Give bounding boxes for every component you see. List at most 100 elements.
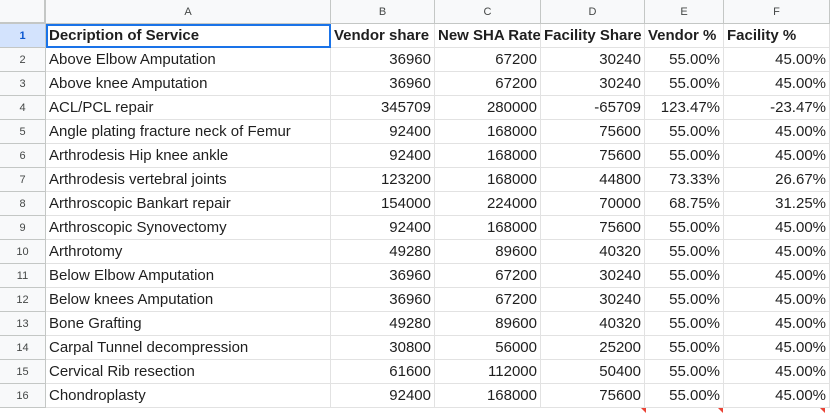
cell-e1[interactable]: Vendor % [645,24,724,48]
cell-b16[interactable]: 92400 [331,384,435,408]
cell-c5[interactable]: 168000 [435,120,541,144]
cell-d4[interactable]: -65709 [541,96,645,120]
cell-c7[interactable]: 168000 [435,168,541,192]
cell-c13[interactable]: 89600 [435,312,541,336]
cell-e12[interactable]: 55.00% [645,288,724,312]
cell-c6[interactable]: 168000 [435,144,541,168]
cell-b3[interactable]: 36960 [331,72,435,96]
cell-e4[interactable]: 123.47% [645,96,724,120]
cell-e13[interactable]: 55.00% [645,312,724,336]
row-header-11[interactable]: 11 [0,264,46,288]
cell-d15[interactable]: 50400 [541,360,645,384]
cell-a13[interactable]: Bone Grafting [46,312,331,336]
cell-b5[interactable]: 92400 [331,120,435,144]
cell-a6[interactable]: Arthrodesis Hip knee ankle [46,144,331,168]
cell-b11[interactable]: 36960 [331,264,435,288]
column-header-d[interactable]: D [541,0,645,24]
cell-d12[interactable]: 30240 [541,288,645,312]
cell-a7[interactable]: Arthrodesis vertebral joints [46,168,331,192]
cell-e16[interactable]: 55.00% [645,384,724,408]
cell-c10[interactable]: 89600 [435,240,541,264]
cell-b1[interactable]: Vendor share [331,24,435,48]
cell-f5[interactable]: 45.00% [724,120,830,144]
row-header-12[interactable]: 12 [0,288,46,312]
cell-a2[interactable]: Above Elbow Amputation [46,48,331,72]
cell-b7[interactable]: 123200 [331,168,435,192]
row-header-7[interactable]: 7 [0,168,46,192]
cell-e10[interactable]: 55.00% [645,240,724,264]
row-header-13[interactable]: 13 [0,312,46,336]
row-header-2[interactable]: 2 [0,48,46,72]
cell-b6[interactable]: 92400 [331,144,435,168]
row-header-1[interactable]: 1 [0,24,46,48]
cell-a1[interactable]: Decription of Service [46,24,331,48]
cell-a16[interactable]: Chondroplasty [46,384,331,408]
cell-b15[interactable]: 61600 [331,360,435,384]
cell-d11[interactable]: 30240 [541,264,645,288]
cell-f2[interactable]: 45.00% [724,48,830,72]
cell-b12[interactable]: 36960 [331,288,435,312]
cell-e7[interactable]: 73.33% [645,168,724,192]
row-header-5[interactable]: 5 [0,120,46,144]
cell-a14[interactable]: Carpal Tunnel decompression [46,336,331,360]
cell-d8[interactable]: 70000 [541,192,645,216]
cell-d3[interactable]: 30240 [541,72,645,96]
cell-a5[interactable]: Angle plating fracture neck of Femur [46,120,331,144]
cell-d13[interactable]: 40320 [541,312,645,336]
cell-c8[interactable]: 224000 [435,192,541,216]
cell-e5[interactable]: 55.00% [645,120,724,144]
cell-c14[interactable]: 56000 [435,336,541,360]
row-header-9[interactable]: 9 [0,216,46,240]
cell-a11[interactable]: Below Elbow Amputation [46,264,331,288]
cell-f4[interactable]: -23.47% [724,96,830,120]
cell-d16[interactable]: 75600 [541,384,645,408]
column-header-c[interactable]: C [435,0,541,24]
cell-a3[interactable]: Above knee Amputation [46,72,331,96]
cell-f11[interactable]: 45.00% [724,264,830,288]
row-header-4[interactable]: 4 [0,96,46,120]
cell-b2[interactable]: 36960 [331,48,435,72]
cell-d1[interactable]: Facility Share [541,24,645,48]
row-header-15[interactable]: 15 [0,360,46,384]
column-header-f[interactable]: F [724,0,830,24]
cell-d5[interactable]: 75600 [541,120,645,144]
cell-e2[interactable]: 55.00% [645,48,724,72]
cell-b10[interactable]: 49280 [331,240,435,264]
cell-f14[interactable]: 45.00% [724,336,830,360]
column-header-e[interactable]: E [645,0,724,24]
cell-f16[interactable]: 45.00% [724,384,830,408]
cell-c9[interactable]: 168000 [435,216,541,240]
cell-e15[interactable]: 55.00% [645,360,724,384]
cell-d14[interactable]: 25200 [541,336,645,360]
cell-e8[interactable]: 68.75% [645,192,724,216]
cell-d6[interactable]: 75600 [541,144,645,168]
cell-f1[interactable]: Facility % [724,24,830,48]
cell-a15[interactable]: Cervical Rib resection [46,360,331,384]
cell-d9[interactable]: 75600 [541,216,645,240]
cell-f12[interactable]: 45.00% [724,288,830,312]
cell-a9[interactable]: Arthroscopic Synovectomy [46,216,331,240]
cell-c12[interactable]: 67200 [435,288,541,312]
cell-e9[interactable]: 55.00% [645,216,724,240]
cell-e3[interactable]: 55.00% [645,72,724,96]
cell-b13[interactable]: 49280 [331,312,435,336]
cell-c15[interactable]: 112000 [435,360,541,384]
cell-d2[interactable]: 30240 [541,48,645,72]
cell-f13[interactable]: 45.00% [724,312,830,336]
cell-c16[interactable]: 168000 [435,384,541,408]
cell-d10[interactable]: 40320 [541,240,645,264]
cell-f9[interactable]: 45.00% [724,216,830,240]
cell-c3[interactable]: 67200 [435,72,541,96]
cell-c11[interactable]: 67200 [435,264,541,288]
cell-c4[interactable]: 280000 [435,96,541,120]
cell-f10[interactable]: 45.00% [724,240,830,264]
cell-f3[interactable]: 45.00% [724,72,830,96]
cell-b8[interactable]: 154000 [331,192,435,216]
cell-f15[interactable]: 45.00% [724,360,830,384]
cell-f6[interactable]: 45.00% [724,144,830,168]
row-header-3[interactable]: 3 [0,72,46,96]
cell-c1[interactable]: New SHA Rate [435,24,541,48]
cell-a12[interactable]: Below knees Amputation [46,288,331,312]
cell-e14[interactable]: 55.00% [645,336,724,360]
column-header-b[interactable]: B [331,0,435,24]
